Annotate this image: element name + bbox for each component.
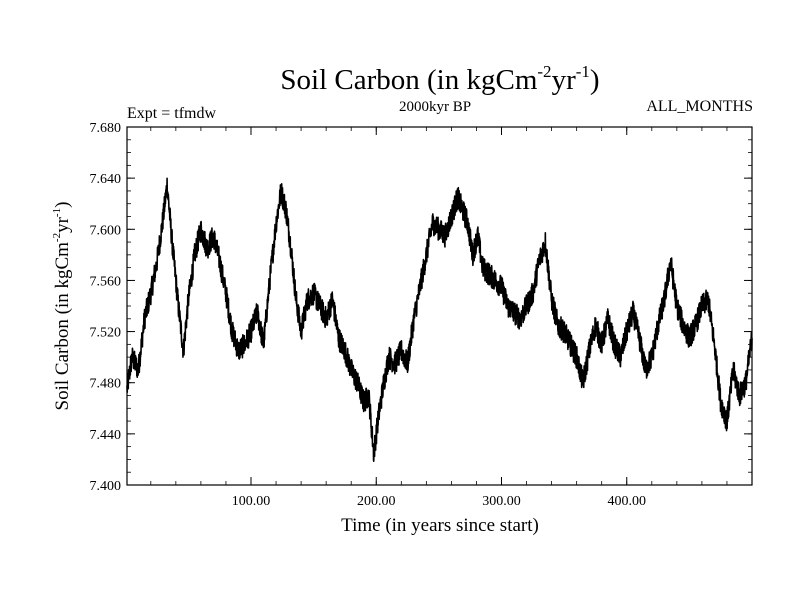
title-sup-2: -1: [576, 62, 590, 81]
title-sup-1: -2: [537, 62, 551, 81]
y-tick-label: 7.520: [90, 326, 122, 341]
y-axis: 7.400 7.440 7.480 7.520 7.560 7.600 7.640 7.680: [90, 121, 752, 494]
x-tick-label: 200.00: [357, 494, 396, 509]
y-axis-label: Soil Carbon (in kgCm-2yr-1): [51, 202, 73, 411]
y-tick-label: 7.680: [90, 121, 122, 136]
ylabel-end: ): [52, 202, 73, 208]
y-tick-label: 7.640: [90, 172, 122, 187]
title-main: Soil Carbon (in kgCm: [280, 64, 537, 96]
chart-title: Soil Carbon (in kgCm-2yr-1): [280, 62, 599, 96]
x-axis: 100.00 200.00 300.00 400.00: [150, 127, 728, 509]
series-layer: [126, 177, 753, 463]
y-tick-label: 7.600: [90, 223, 122, 238]
title-mid: yr: [552, 64, 577, 96]
x-tick-label: 100.00: [232, 494, 271, 509]
ylabel-main: Soil Carbon (in kgCm: [52, 242, 73, 411]
ylabel-sup-2: -1: [51, 208, 63, 217]
subtitle-right: ALL_MONTHS: [646, 98, 753, 115]
x-tick-label: 300.00: [482, 494, 521, 509]
series-line: [126, 177, 753, 463]
y-tick-label: 7.440: [90, 428, 122, 443]
x-tick-label: 400.00: [607, 494, 646, 509]
title-end: ): [590, 64, 600, 96]
x-axis-label: Time (in years since start): [341, 515, 539, 536]
ylabel-mid: yr: [52, 216, 73, 233]
y-tick-label: 7.560: [90, 274, 122, 289]
plot-frame: [126, 126, 753, 486]
ylabel-sup-1: -2: [51, 233, 63, 242]
y-tick-label: 7.400: [90, 479, 122, 494]
y-tick-label: 7.480: [90, 377, 122, 392]
subtitle-left: Expt = tfmdw: [127, 105, 216, 122]
subtitle-center: 2000kyr BP: [399, 99, 471, 115]
